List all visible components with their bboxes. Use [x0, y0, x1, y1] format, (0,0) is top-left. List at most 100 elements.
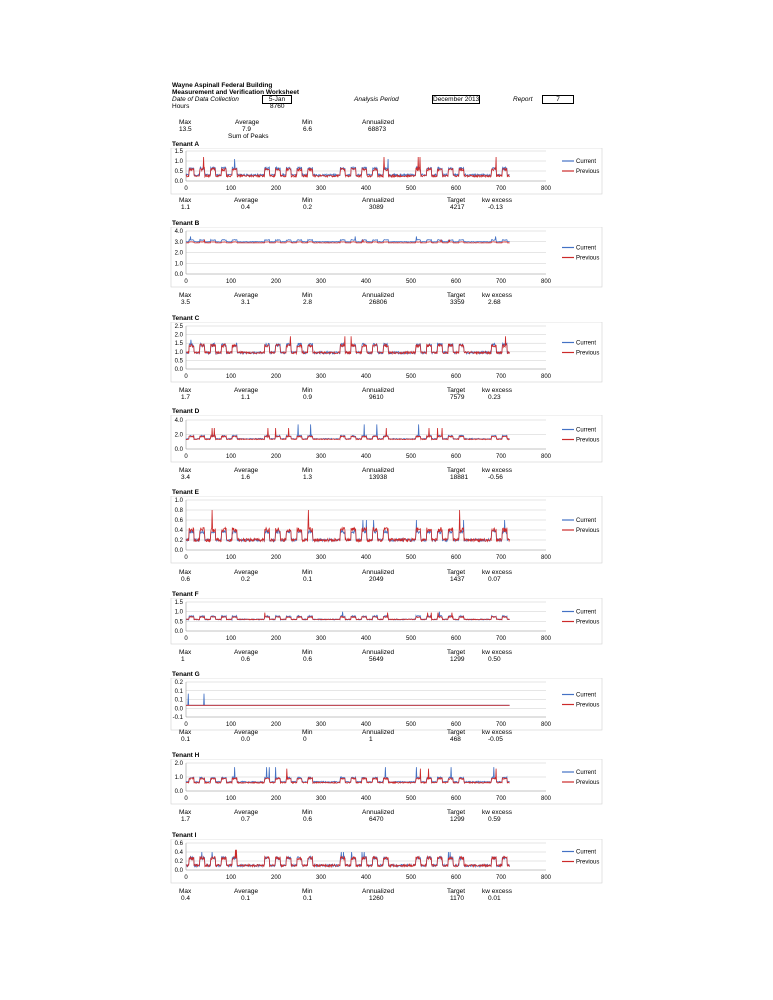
stat-value-min: 0.1 [303, 895, 313, 902]
legend-label-previous: Previous [576, 351, 599, 357]
x-tick-label: 400 [361, 555, 372, 561]
y-tick-label: 0.1 [175, 698, 184, 704]
stat-value-excess: 0.50 [488, 656, 501, 663]
date-value-box[interactable]: 5-Jan [262, 95, 292, 104]
report-number-box[interactable]: 7 [542, 95, 574, 104]
worksheet-title-line2: Measurement and Verification Worksheet [172, 89, 300, 96]
legend-label-previous: Previous [576, 438, 599, 444]
x-tick-label: 0 [184, 722, 188, 728]
y-tick-label: 0.0 [175, 367, 184, 373]
x-tick-label: 0 [184, 796, 188, 802]
stat-label-max: Max [179, 292, 192, 299]
stat-label-max: Max [179, 569, 192, 576]
y-tick-label: 0.1 [175, 689, 184, 695]
tenant-title: Tenant B [172, 220, 200, 227]
stat-label-avg: Average [234, 888, 259, 895]
stat-value-ann: 1260 [369, 895, 384, 902]
stat-label-ann: Annualized [362, 649, 395, 656]
chart-frame [170, 496, 603, 564]
stat-label-min: Min [302, 729, 313, 736]
stat-label-min: Min [302, 649, 313, 656]
stat-value-max: 1.7 [181, 394, 191, 401]
stat-value-excess: 0.07 [488, 576, 501, 583]
chart-frame [170, 678, 603, 731]
stat-value-excess: 0.59 [488, 816, 501, 823]
x-tick-label: 100 [226, 875, 237, 881]
stat-value-excess: 0.01 [488, 895, 501, 902]
x-tick-label: 300 [316, 374, 327, 380]
stat-value-avg: 0.0 [241, 736, 251, 743]
y-tick-label: 0.0 [175, 629, 184, 635]
stat-value-target: 18881 [450, 474, 469, 481]
stat-label-max: Max [179, 809, 192, 816]
x-tick-label: 700 [496, 796, 507, 802]
x-tick-label: 500 [406, 636, 417, 642]
x-tick-label: 800 [541, 722, 552, 728]
stat-label-min: Min [302, 197, 313, 204]
stat-value-min: 0.6 [303, 816, 313, 823]
stat-label-max: Max [179, 729, 192, 736]
x-tick-label: 300 [316, 636, 327, 642]
x-tick-label: 100 [226, 186, 237, 192]
stat-value-avg: 1.1 [241, 394, 251, 401]
legend-label-previous: Previous [576, 620, 599, 626]
x-tick-label: 400 [361, 454, 372, 460]
x-tick-label: 600 [451, 722, 462, 728]
tenant-chart: 2.0 1.0 0.00 100 200 300 400 500 600 700 800 Curren… [170, 759, 603, 805]
stat-value-min: 0.2 [303, 204, 313, 211]
x-tick-label: 200 [271, 186, 282, 192]
stat-label-min: Min [302, 809, 313, 816]
x-tick-label: 300 [316, 875, 327, 881]
y-tick-label: 0.8 [175, 508, 184, 514]
stat-value-target: 468 [450, 736, 461, 743]
legend-label-previous: Previous [576, 780, 599, 786]
stat-value-max: 0.1 [181, 736, 191, 743]
stat-value-max: 1 [181, 656, 185, 663]
x-tick-label: 200 [271, 374, 282, 380]
stat-label-target: Target [447, 729, 466, 736]
x-tick-label: 400 [361, 186, 372, 192]
series-line-current [185, 236, 510, 243]
y-tick-label: 0.4 [175, 528, 184, 534]
series-line-previous [185, 509, 510, 543]
stat-value-max: 1.7 [181, 816, 191, 823]
tenant-title: Tenant G [172, 671, 200, 678]
x-tick-label: 400 [361, 279, 372, 285]
building-avg-label: Average [235, 119, 260, 126]
legend-label-current: Current [576, 770, 596, 776]
stat-label-target: Target [447, 387, 466, 394]
legend-label-current: Current [576, 610, 596, 616]
tenant-title: Tenant H [172, 752, 200, 759]
x-tick-label: 0 [184, 454, 188, 460]
analysis-period-box[interactable]: December 2013 [432, 95, 480, 104]
stat-value-ann: 26806 [369, 299, 388, 306]
x-tick-label: 200 [271, 454, 282, 460]
x-tick-label: 400 [361, 636, 372, 642]
x-tick-label: 100 [226, 796, 237, 802]
stat-value-excess: -0.05 [488, 736, 503, 743]
chart-frame [170, 839, 603, 884]
stat-value-ann: 3089 [369, 204, 384, 211]
y-tick-label: 2.0 [175, 251, 184, 257]
chart-frame [170, 415, 603, 463]
x-tick-label: 200 [271, 875, 282, 881]
stat-value-target: 3359 [450, 299, 465, 306]
x-tick-label: 600 [451, 796, 462, 802]
x-tick-label: 700 [496, 186, 507, 192]
x-tick-label: 800 [541, 555, 552, 561]
tenant-chart: 1.0 0.8 0.6 0.4 0.2 0.00 100 200 300 400 500 600 700… [170, 496, 603, 564]
x-tick-label: 700 [496, 374, 507, 380]
legend-label-current: Current [576, 341, 596, 347]
x-tick-label: 0 [184, 875, 188, 881]
x-tick-label: 600 [451, 636, 462, 642]
y-tick-label: 0.6 [175, 841, 184, 847]
x-tick-label: 100 [226, 722, 237, 728]
x-tick-label: 600 [451, 875, 462, 881]
stat-label-excess: kw excess [482, 569, 512, 576]
y-tick-label: 1.0 [175, 350, 184, 356]
x-tick-label: 700 [496, 722, 507, 728]
x-tick-label: 0 [184, 555, 188, 561]
series-line-previous [185, 612, 510, 621]
stat-label-avg: Average [234, 292, 259, 299]
y-tick-label: 2.0 [175, 333, 184, 339]
